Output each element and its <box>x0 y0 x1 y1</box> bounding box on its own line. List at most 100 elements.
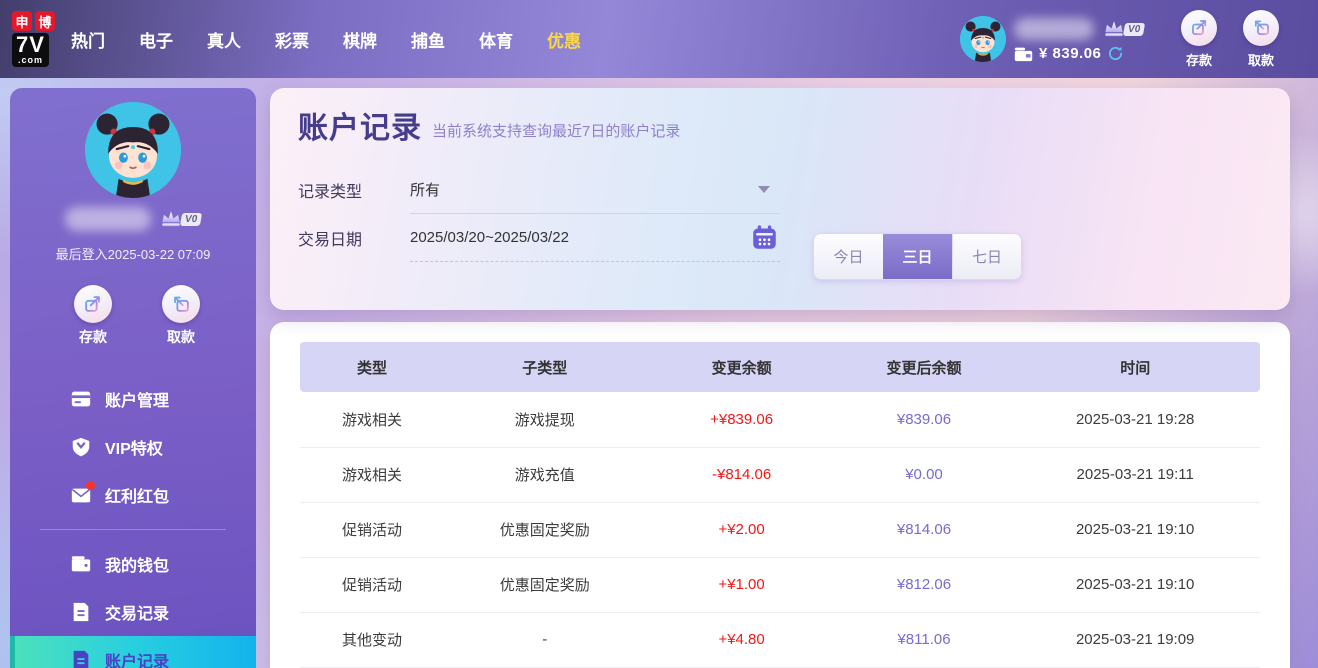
sidebar-item-label: 我的钱包 <box>105 558 170 575</box>
sidebar-quick-actions: 存款 取款 <box>10 285 256 347</box>
document-icon <box>70 601 92 623</box>
bank-card-icon <box>70 388 92 410</box>
cell-subtype: 游戏提现 <box>444 392 646 448</box>
sidebar-menu: 账户管理 VIP特权 红利红包 我的钱包 交易记录 <box>10 375 256 668</box>
nav-item-promos[interactable]: 优惠 <box>547 31 581 51</box>
sidebar-item-wallet[interactable]: 我的钱包 <box>10 540 256 588</box>
cell-balance-after: ¥812.06 <box>837 557 1011 613</box>
record-type-select[interactable]: 所有 <box>410 166 780 214</box>
user-cluster: V0 ¥ 839.06 存款 <box>960 9 1288 69</box>
deposit-icon <box>1181 9 1217 46</box>
cell-change: +¥839.06 <box>645 392 838 448</box>
column-header-subtype: 子类型 <box>444 342 646 392</box>
avatar[interactable] <box>960 16 1006 62</box>
cell-change: +¥4.80 <box>645 612 838 668</box>
date-range-label: 交易日期 <box>298 232 363 249</box>
record-type-value: 所有 <box>410 182 441 199</box>
cell-balance-after: ¥811.06 <box>837 612 1011 668</box>
username-blurred <box>64 207 151 231</box>
withdraw-icon <box>162 285 200 323</box>
logo-badge-1: 申 <box>12 11 32 31</box>
vip-shield-icon <box>70 436 92 458</box>
cell-type: 促销活动 <box>300 502 444 558</box>
document-icon <box>70 649 92 668</box>
last-login-text: 最后登入2025-03-22 07:09 <box>55 247 211 262</box>
deposit-label: 存款 <box>79 329 107 345</box>
sidebar-item-label: 交易记录 <box>105 606 170 623</box>
vip-level-badge: V0 <box>179 212 203 226</box>
cell-time: 2025-03-21 19:10 <box>1010 502 1260 558</box>
cell-balance-after: ¥0.00 <box>837 447 1011 503</box>
cell-subtype: - <box>444 612 646 668</box>
deposit-icon <box>74 285 112 323</box>
table-row: 游戏相关 游戏提现 +¥839.06 ¥839.06 2025-03-21 19… <box>300 392 1260 448</box>
nav-item-hot[interactable]: 热门 <box>71 31 105 51</box>
cell-time: 2025-03-21 19:28 <box>1010 392 1260 448</box>
cell-change: -¥814.06 <box>645 447 838 503</box>
table-row: 促销活动 优惠固定奖励 +¥1.00 ¥812.06 2025-03-21 19… <box>300 557 1260 613</box>
nav-item-slots[interactable]: 电子 <box>139 31 173 51</box>
sidebar-avatar <box>85 102 181 198</box>
refresh-icon[interactable] <box>1107 45 1124 62</box>
column-header-balance-after: 变更后余额 <box>837 342 1011 392</box>
table-header-row: 类型 子类型 变更余额 变更后余额 时间 <box>300 342 1260 392</box>
wallet-icon <box>1014 47 1033 61</box>
cell-type: 其他变动 <box>300 612 444 668</box>
column-header-time: 时间 <box>1010 342 1260 392</box>
cell-change: +¥1.00 <box>645 557 838 613</box>
cell-change: +¥2.00 <box>645 502 838 558</box>
wallet-icon <box>70 553 92 575</box>
date-range-buttons: 今日 三日 七日 <box>813 233 1022 280</box>
withdraw-button[interactable]: 取款 <box>154 285 208 347</box>
site-logo[interactable]: 申 博 7V .com <box>12 11 55 67</box>
cell-subtype: 游戏充值 <box>444 447 646 503</box>
cell-balance-after: ¥814.06 <box>837 502 1011 558</box>
nav-item-sports[interactable]: 体育 <box>479 31 513 51</box>
nav-item-live[interactable]: 真人 <box>207 31 241 51</box>
sidebar-item-account-records[interactable]: 账户记录 <box>10 636 256 668</box>
sidebar-item-label: 账户记录 <box>105 654 170 668</box>
nav-item-lottery[interactable]: 彩票 <box>275 31 309 51</box>
red-packet-icon <box>70 481 95 506</box>
sidebar-item-account-management[interactable]: 账户管理 <box>10 375 256 423</box>
date-range-input[interactable]: 2025/03/20~2025/03/22 <box>410 214 780 262</box>
cell-balance-after: ¥839.06 <box>837 392 1011 448</box>
table-row: 促销活动 优惠固定奖励 +¥2.00 ¥814.06 2025-03-21 19… <box>300 502 1260 558</box>
range-button-today[interactable]: 今日 <box>814 234 883 279</box>
nav-item-cards[interactable]: 棋牌 <box>343 31 377 51</box>
range-button-seven-days[interactable]: 七日 <box>952 234 1021 279</box>
vip-level-badge: V0 <box>1122 22 1146 36</box>
cell-subtype: 优惠固定奖励 <box>444 502 646 558</box>
main-content: 账户记录 当前系统支持查询最近7日的账户记录 记录类型 所有 交易日期 2025… <box>270 88 1290 668</box>
user-info: V0 ¥ 839.06 <box>1014 16 1164 62</box>
page-title: 账户记录 <box>298 112 422 145</box>
sidebar-item-vip[interactable]: VIP特权 <box>10 423 256 471</box>
main-nav: 热门 电子 真人 彩票 棋牌 捕鱼 体育 优惠 <box>71 27 581 52</box>
deposit-button[interactable]: 存款 <box>1172 9 1226 69</box>
sidebar-item-label: 红利红包 <box>105 489 170 506</box>
chevron-down-icon <box>758 186 770 193</box>
range-button-three-days[interactable]: 三日 <box>883 234 952 279</box>
table-row: 游戏相关 游戏充值 -¥814.06 ¥0.00 2025-03-21 19:1… <box>300 447 1260 503</box>
cell-type: 促销活动 <box>300 557 444 613</box>
calendar-icon[interactable] <box>751 224 778 251</box>
withdraw-icon <box>1243 9 1279 46</box>
withdraw-button[interactable]: 取款 <box>1234 9 1288 69</box>
nav-item-fishing[interactable]: 捕鱼 <box>411 31 445 51</box>
sidebar-item-transaction-records[interactable]: 交易记录 <box>10 588 256 636</box>
cell-time: 2025-03-21 19:11 <box>1010 447 1260 503</box>
logo-main: 7V .com <box>12 33 49 67</box>
records-table: 类型 子类型 变更余额 变更后余额 时间 游戏相关 游戏提现 +¥839.06 … <box>300 342 1260 668</box>
sidebar: V0 最后登入2025-03-22 07:09 存款 取款 账户管理 <box>10 88 256 668</box>
top-navbar: 申 博 7V .com 热门 电子 真人 彩票 棋牌 捕鱼 体育 优惠 V0 <box>0 0 1318 78</box>
cell-time: 2025-03-21 19:09 <box>1010 612 1260 668</box>
cell-type: 游戏相关 <box>300 392 444 448</box>
deposit-button[interactable]: 存款 <box>66 285 120 347</box>
deposit-label: 存款 <box>1185 52 1212 68</box>
withdraw-label: 取款 <box>1247 52 1274 68</box>
sidebar-item-red-packet[interactable]: 红利红包 <box>10 471 256 519</box>
logo-badges: 申 博 <box>12 11 55 31</box>
sidebar-item-label: 账户管理 <box>105 393 170 410</box>
sidebar-user-row: V0 <box>10 206 256 232</box>
withdraw-label: 取款 <box>167 329 195 345</box>
